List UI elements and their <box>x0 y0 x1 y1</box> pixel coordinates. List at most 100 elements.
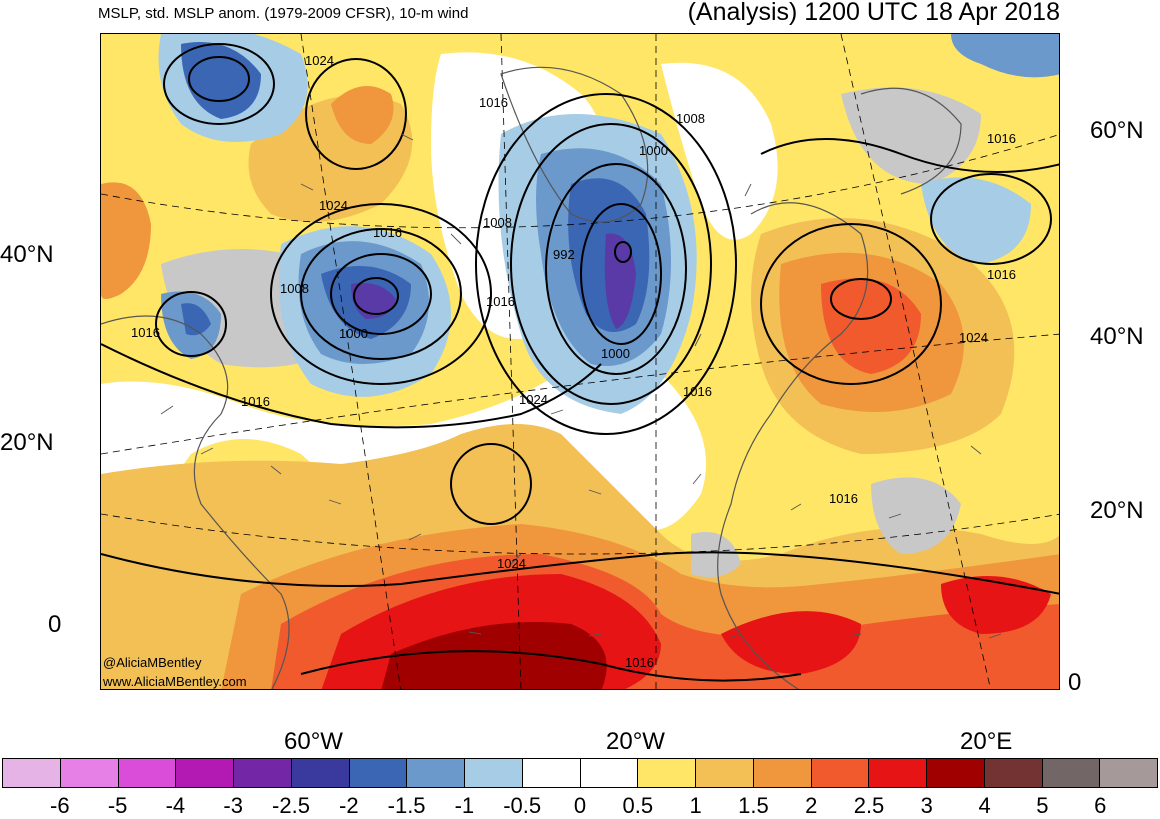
lon-line-40w <box>500 34 522 689</box>
wind-barb <box>408 533 422 541</box>
isobar-label: 1024 <box>305 53 334 68</box>
isobar-label: 1024 <box>959 330 988 345</box>
isobar-high-europe-2 <box>830 278 892 320</box>
colorbar-swatch <box>810 758 870 788</box>
wind-barb <box>888 513 902 519</box>
colorbar-label: 4 <box>978 793 991 818</box>
left-lat-label: 0 <box>48 611 62 638</box>
colorbar-swatch <box>695 758 754 788</box>
colorbar-label: 2 <box>805 793 818 818</box>
warm-anomaly-europe-core <box>821 278 921 374</box>
neutral-zone-ne <box>661 62 778 240</box>
wind-barb <box>510 553 522 565</box>
colorbar-swatch <box>348 758 408 788</box>
wind-barb <box>790 503 802 511</box>
colorbar-label: 1 <box>689 793 702 818</box>
isobar-low-greenland-5 <box>614 241 632 263</box>
wind-barb <box>270 465 282 475</box>
isobar-low-baffin-1 <box>163 43 275 125</box>
wind-barb <box>300 183 314 191</box>
wind-barb <box>848 633 862 637</box>
colorbar-swatch <box>868 758 927 788</box>
lat-line-60n <box>101 134 1059 229</box>
credit-handle: @AliciaMBentley <box>103 655 202 670</box>
colorbar-label: -6 <box>50 793 70 818</box>
lon-label: 20°E <box>960 728 1013 755</box>
colorbar-swatch <box>117 758 177 788</box>
colorbar <box>2 758 1158 788</box>
colorbar-label: 5 <box>1036 793 1049 818</box>
lon-label: 60°W <box>284 728 343 755</box>
colorbar-swatch <box>637 758 696 788</box>
isobar-low-greenland-3 <box>545 163 687 375</box>
colorbar-label: -5 <box>107 793 128 818</box>
right-lat-label: 0 <box>1068 669 1082 696</box>
isobar-labels: 1024 1016 1008 1000 1024 1016 1008 1016 … <box>131 53 1016 670</box>
isobar-label: 1008 <box>676 111 705 126</box>
wind-barb <box>160 405 174 415</box>
lat-line-40n <box>101 333 1059 455</box>
wind-barb <box>400 133 414 141</box>
colorbar-label: 1.5 <box>738 793 769 818</box>
wind-barb <box>200 447 214 455</box>
warm-anomaly-africa <box>721 611 861 674</box>
colorbar-swatch <box>2 758 61 788</box>
colorbar-swatch <box>175 758 234 788</box>
colorbar-label: -2 <box>339 793 359 818</box>
isobar-label: 1016 <box>486 294 515 309</box>
colorbar-label: 3 <box>920 793 933 818</box>
colorbar-swatch <box>290 758 350 788</box>
left-lat-label: 20°N <box>0 429 54 456</box>
colorbar-label: 0 <box>573 793 587 818</box>
cold-anomaly-ne-corner <box>951 34 1059 78</box>
colorbar-label: -0.5 <box>503 793 542 818</box>
colorbar-swatch <box>464 758 523 788</box>
cold-anomaly-nova-scotia-core <box>181 303 211 336</box>
isobar-low-atlantic-4 <box>353 277 399 315</box>
wind-barb <box>970 445 982 455</box>
isobar-label: 1016 <box>241 394 270 409</box>
wind-barb <box>728 633 742 639</box>
coast-scandinavia <box>860 87 962 195</box>
colorbar-swatch <box>233 758 292 788</box>
colorbar-swatch <box>59 758 119 788</box>
isobar-low-greenland-2 <box>510 123 712 405</box>
isobar-low-nova-scotia <box>155 291 227 357</box>
isobar-label: 1000 <box>339 326 368 341</box>
colorbar-swatch <box>983 758 1043 788</box>
coast-north-america <box>101 315 290 689</box>
isobar-label: 1016 <box>987 267 1016 282</box>
isobars <box>101 43 1059 682</box>
analysis-time: (Analysis) 1200 UTC 18 Apr 2018 <box>687 0 1060 26</box>
anomaly-map: 1024 1016 1008 1000 1024 1016 1008 1016 … <box>101 34 1059 689</box>
coastlines <box>101 66 962 689</box>
lon-line-60w <box>300 34 402 689</box>
wind-barb <box>550 409 564 415</box>
wind-barb <box>468 631 482 635</box>
neutral-zone-west <box>101 351 706 614</box>
gray-anomaly-north-africa <box>871 477 961 554</box>
colorbar-swatch <box>752 758 812 788</box>
isobar-low-atlantic-1 <box>270 203 492 385</box>
right-lat-label: 20°N <box>1090 497 1144 524</box>
colorbar-swatch <box>579 758 639 788</box>
isobar-1016-west <box>101 343 602 429</box>
colorbar-label: -4 <box>165 793 186 818</box>
colorbar-swatch <box>926 758 985 788</box>
cold-anomaly-greenland-core <box>604 233 636 329</box>
right-lat-label: 40°N <box>1090 323 1144 350</box>
isobar-low-greenland-4 <box>580 203 662 345</box>
colorbar-label: -2.5 <box>272 793 310 818</box>
wind-barbs <box>160 133 1002 639</box>
isobar-label: 1016 <box>479 95 508 110</box>
isobar-1016-north <box>760 138 1059 173</box>
colorbar-swatch <box>406 758 465 788</box>
isobar-low-barents <box>930 173 1052 265</box>
colorbar-label: 6 <box>1094 793 1107 818</box>
isobar-label: 1008 <box>280 281 309 296</box>
gray-anomaly-scandinavia <box>841 87 981 184</box>
isobar-low-baffin-2 <box>188 56 250 102</box>
colorbar-swatch <box>1099 758 1158 788</box>
lat-line-20n <box>101 513 1059 555</box>
wind-barb <box>588 633 602 637</box>
